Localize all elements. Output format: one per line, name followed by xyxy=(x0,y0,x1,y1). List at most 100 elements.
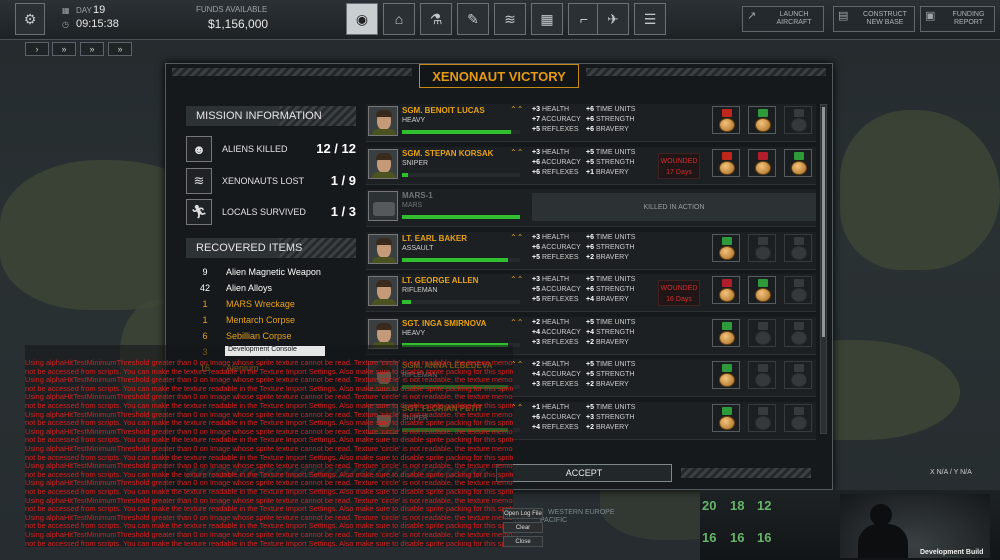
empty-medal-icon[interactable] xyxy=(784,106,812,134)
soldier-class: SNIPER xyxy=(402,159,429,167)
stat-gain-value: +3 xyxy=(532,106,540,113)
research-icon[interactable]: ⚗ xyxy=(420,3,452,35)
speed-fastest-button[interactable]: » xyxy=(108,42,132,56)
engineering-icon[interactable]: ✎ xyxy=(457,3,489,35)
empty-medal-icon[interactable] xyxy=(748,233,776,262)
empty-medal-icon[interactable] xyxy=(784,403,812,432)
recovered-item: 6 Sebillian Corpse xyxy=(198,331,358,346)
stat-label: ALIENS KILLED xyxy=(222,144,288,154)
rank-chevron-icon: ⌃⌃ xyxy=(510,317,524,327)
stat-gain-value: +5 xyxy=(586,148,594,156)
soldier-class: MARS xyxy=(402,202,423,209)
recovered-item: 1 Mentarch Corpse xyxy=(198,315,358,330)
medal-disc xyxy=(755,160,771,175)
soldier-row[interactable]: MARS-1 MARS KILLED IN ACTION xyxy=(366,189,816,227)
soldier-row[interactable]: SGM. BENOIT LUCAS HEAVY ⌃⌃ +3 HEALTH +6 TIME… xyxy=(366,104,816,142)
stat-gain-value: +2 xyxy=(586,338,594,346)
empty-medal-icon[interactable] xyxy=(784,318,812,347)
stat-gain: +5 STRENGTH xyxy=(586,158,634,168)
stat-gain-label: ACCURACY xyxy=(541,116,581,123)
close-console-button[interactable]: Close xyxy=(503,536,543,547)
soldier-row[interactable]: LT. EARL BAKER ASSAULT ⌃⌃ +3 HEALTH +6 TIME … xyxy=(366,231,816,270)
recovered-item: 42 Alien Alloys xyxy=(198,283,358,298)
green-ribbon-medal-icon[interactable] xyxy=(748,106,776,134)
stat-gain-label: TIME UNITS xyxy=(595,148,636,156)
stat-gain: +5 REFLEXES xyxy=(532,295,579,305)
report-icon[interactable]: ☰ xyxy=(634,3,666,35)
console-line: not be accessed from scripts. You can ma… xyxy=(25,504,513,514)
rank-chevron-icon: ⌃⌃ xyxy=(510,275,524,284)
green-ribbon-medal-icon[interactable] xyxy=(748,276,776,304)
empty-medal-icon[interactable] xyxy=(748,318,776,347)
open-log-button[interactable]: Open Log File xyxy=(503,508,543,519)
green-ribbon-medal-icon[interactable] xyxy=(712,233,740,262)
weapons-icon[interactable]: ⌐ xyxy=(568,3,600,35)
base-hud-panel: 20 18 12 16 16 16 xyxy=(700,490,1000,560)
stat-gain-label: TIME UNITS xyxy=(595,403,636,411)
stat-gain: +6 STRENGTH xyxy=(586,243,634,253)
soldier-name: SGT. INGA SMIRNOVA xyxy=(402,318,487,328)
heart-medal-icon[interactable] xyxy=(712,276,740,304)
stat-value: 12 / 12 xyxy=(316,141,356,156)
stat-gain-label: HEALTH xyxy=(541,106,570,113)
stat-label: LOCALS SURVIVED xyxy=(222,207,306,217)
stat-gain: +5 TIME UNITS xyxy=(586,275,635,285)
empty-medal-icon[interactable] xyxy=(784,233,812,262)
heart-medal-icon[interactable] xyxy=(748,148,776,177)
item-name: Mentarch Corpse xyxy=(226,315,296,325)
funding-report-label: FUNDING REPORT xyxy=(952,11,985,26)
stat-gain-value: +3 xyxy=(532,276,540,283)
green-ribbon-medal-icon[interactable] xyxy=(712,403,740,432)
green-ribbon-medal-icon[interactable] xyxy=(712,318,740,347)
hud-value: 12 xyxy=(757,498,772,513)
empty-medal-icon[interactable] xyxy=(784,361,812,389)
medal-disc xyxy=(755,330,771,345)
empty-medal-icon[interactable] xyxy=(784,276,812,304)
green-ribbon-medal-icon[interactable] xyxy=(712,361,740,389)
accept-button[interactable]: ACCEPT xyxy=(496,464,672,482)
soldier-row[interactable]: LT. GEORGE ALLEN RIFLEMAN ⌃⌃ +3 HEALTH +5 TI… xyxy=(366,274,816,312)
stat-gain-value: +2 xyxy=(586,253,594,261)
stat-gain-value: +2 xyxy=(532,361,540,368)
scrollbar-thumb[interactable] xyxy=(822,107,825,337)
barracks-icon[interactable]: ≋ xyxy=(494,3,526,35)
console-line: not be accessed from scripts. You can ma… xyxy=(25,469,513,479)
settings-gear-icon[interactable]: ⚙ xyxy=(15,3,45,35)
speed-fast-button[interactable]: » xyxy=(52,42,76,56)
console-line: Using alphaHitTestMinimumThreshold great… xyxy=(25,409,513,419)
green-ribbon-medal-icon[interactable] xyxy=(784,148,812,177)
empty-medal-icon[interactable] xyxy=(748,403,776,432)
red-cross-medal-icon[interactable] xyxy=(712,106,740,134)
medal-disc xyxy=(719,118,735,132)
speed-faster-button[interactable]: » xyxy=(80,42,104,56)
stat-gain: +2 BRAVERY xyxy=(586,338,629,348)
stat-gain-value: +6 xyxy=(532,158,540,166)
chevron-rank-icon: ≋ xyxy=(186,168,212,194)
base-icon[interactable]: ▦ xyxy=(531,3,563,35)
stat-gain-value: +4 xyxy=(532,423,540,431)
geoscape-icon[interactable]: ◉ xyxy=(346,3,378,35)
soldier-list-scrollbar[interactable] xyxy=(820,104,827,434)
console-line: not be accessed from scripts. You can ma… xyxy=(25,383,513,393)
soldier-health-fill xyxy=(402,130,511,134)
clear-console-button[interactable]: Clear xyxy=(503,522,543,533)
launch-aircraft-button[interactable]: ↗ LAUNCH AIRCRAFT xyxy=(742,6,824,32)
medal-disc xyxy=(719,245,735,260)
speed-play-button[interactable]: › xyxy=(25,42,49,56)
stat-gain: +2 BRAVERY xyxy=(586,380,629,390)
hangar-icon[interactable]: ⌂ xyxy=(383,3,415,35)
soldier-row[interactable]: SGM. STEPAN KORSAK SNIPER ⌃⌃ +3 HEALTH +5 TI… xyxy=(366,146,816,185)
stat-gain-label: REFLEXES xyxy=(541,338,579,346)
soldier-name: MARS-1 xyxy=(402,191,433,200)
empty-medal-icon[interactable] xyxy=(748,361,776,389)
construct-base-button[interactable]: ▤ CONSTRUCT NEW BASE xyxy=(833,6,915,32)
aircraft-icon[interactable]: ✈ xyxy=(597,3,629,35)
item-qty: 9 xyxy=(202,267,208,277)
stat-gain: +3 REFLEXES xyxy=(532,380,579,390)
hud-value: 16 xyxy=(730,530,745,545)
funding-report-button[interactable]: ▣ FUNDING REPORT xyxy=(920,6,995,32)
medal-disc xyxy=(755,118,771,132)
red-cross-medal-icon[interactable] xyxy=(712,148,740,177)
medal-ribbon xyxy=(758,109,768,117)
hud-value: 16 xyxy=(757,530,772,545)
